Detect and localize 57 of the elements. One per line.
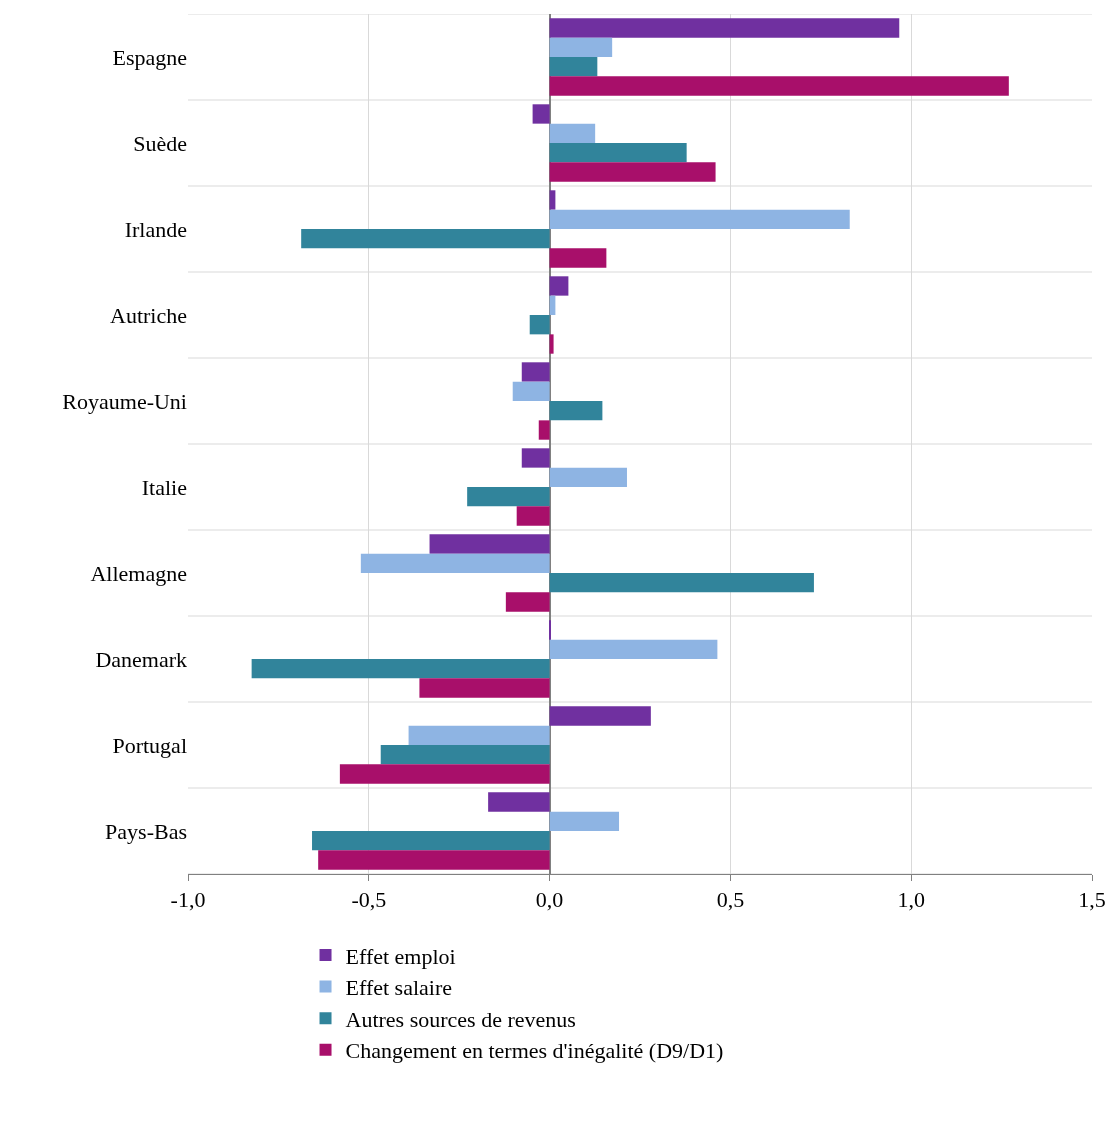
legend-label: Effet salaire (345, 975, 452, 1001)
bar (408, 725, 550, 745)
bar (538, 420, 550, 440)
bar (549, 276, 569, 296)
y-tick-label: Portugal (112, 732, 187, 758)
bar (549, 143, 687, 163)
y-tick-label: Pays-Bas (105, 818, 187, 844)
y-tick-label: Espagne (112, 44, 187, 70)
bar (512, 381, 550, 401)
legend-label: Autres sources de revenus (345, 1006, 576, 1032)
bar (549, 57, 598, 77)
x-tick-label: 1,5 (1078, 887, 1106, 913)
bar (529, 315, 550, 335)
x-tick-label: 1,0 (897, 887, 925, 913)
bar (549, 76, 1009, 96)
bar (549, 467, 627, 487)
bar (429, 534, 550, 554)
x-tick-label: -1,0 (170, 887, 206, 913)
bar (251, 659, 550, 679)
bar (521, 448, 550, 468)
bar (488, 792, 550, 812)
bar (549, 209, 850, 229)
bar (516, 506, 550, 526)
bar (549, 18, 900, 38)
y-tick-label: Danemark (95, 646, 187, 672)
bar (419, 678, 550, 698)
bar (549, 811, 620, 831)
bar (467, 487, 550, 507)
bar (549, 37, 613, 57)
bar (505, 592, 550, 612)
bar (549, 639, 718, 659)
bar (549, 248, 607, 268)
bar (549, 401, 603, 421)
bar (318, 850, 550, 870)
y-tick-label: Italie (141, 474, 187, 500)
bar (549, 706, 651, 726)
y-tick-label: Autriche (110, 302, 187, 328)
y-tick-label: Irlande (124, 216, 187, 242)
bar (301, 229, 550, 249)
bar (312, 831, 550, 851)
x-tick-label: 0,0 (535, 887, 564, 913)
bar (360, 553, 550, 573)
legend-label: Changement en termes d'inégalité (D9/D1) (345, 1038, 724, 1064)
bar (521, 362, 550, 382)
bar (339, 764, 550, 784)
legend-label: Effet emploi (345, 943, 456, 969)
y-tick-label: Allemagne (90, 560, 187, 586)
bar (549, 123, 596, 143)
y-tick-label: Royaume-Uni (62, 388, 187, 414)
x-tick-label: 0,5 (716, 887, 745, 913)
bar (380, 745, 550, 765)
bar (549, 573, 814, 593)
x-tick-label: -0,5 (351, 887, 387, 913)
y-tick-label: Suède (133, 130, 187, 156)
bar (532, 104, 550, 124)
bar (549, 162, 716, 182)
bar (549, 334, 554, 354)
